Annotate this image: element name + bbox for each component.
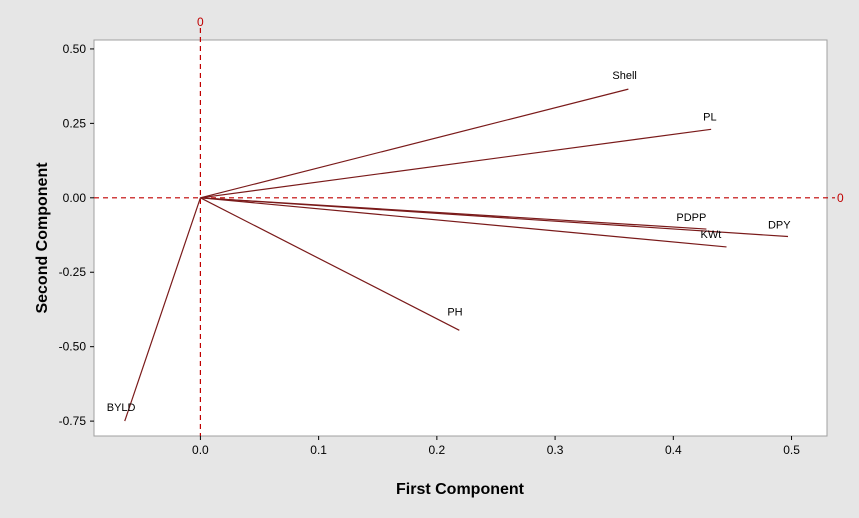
vector-label-byld: BYLD bbox=[107, 402, 136, 414]
x-tick-label: 0.3 bbox=[547, 443, 564, 457]
vector-pl bbox=[200, 128, 712, 199]
vector-label-ph: PH bbox=[447, 306, 462, 318]
y-tick-label: 0.50 bbox=[63, 42, 87, 56]
x-axis-ticks: 0.0 0.1 0.2 0.3 0.4 0.5 bbox=[192, 436, 800, 457]
vector-label-kwt: KWt bbox=[701, 229, 722, 241]
x-tick-label: 0.5 bbox=[783, 443, 800, 457]
vector-dpy bbox=[200, 197, 789, 238]
y-axis-title: Second Component bbox=[34, 162, 51, 314]
reference-lines: 00 bbox=[94, 15, 844, 436]
vector-label-pl: PL bbox=[703, 111, 716, 123]
vector-ph bbox=[200, 197, 460, 331]
vector-kwt bbox=[200, 197, 727, 248]
x-tick-label: 0.0 bbox=[192, 443, 209, 457]
y-tick-label: -0.25 bbox=[59, 265, 87, 279]
vector-shell bbox=[200, 88, 629, 199]
vector-byld bbox=[124, 197, 201, 422]
y-tick-label: -0.50 bbox=[59, 340, 87, 354]
y-tick-label: -0.75 bbox=[59, 414, 87, 428]
loading-vectors: Shell PL PDPP DPY KWt PH BYLD bbox=[107, 70, 791, 422]
y-axis-ticks: 0.50 0.25 0.00 -0.25 -0.50 -0.75 bbox=[59, 42, 94, 428]
y-tick-label: 0.25 bbox=[63, 116, 87, 130]
x-axis-title: First Component bbox=[396, 481, 525, 498]
vector-label-pdpp: PDPP bbox=[676, 212, 706, 224]
x-tick-label: 0.2 bbox=[429, 443, 446, 457]
vertical-reference-label: 0 bbox=[197, 15, 204, 29]
y-tick-label: 0.00 bbox=[63, 191, 87, 205]
x-tick-label: 0.1 bbox=[310, 443, 327, 457]
vector-label-shell: Shell bbox=[612, 70, 636, 82]
vector-label-dpy: DPY bbox=[768, 220, 791, 232]
horizontal-reference-label: 0 bbox=[837, 191, 844, 205]
plot-area bbox=[93, 39, 828, 437]
x-tick-label: 0.4 bbox=[665, 443, 682, 457]
